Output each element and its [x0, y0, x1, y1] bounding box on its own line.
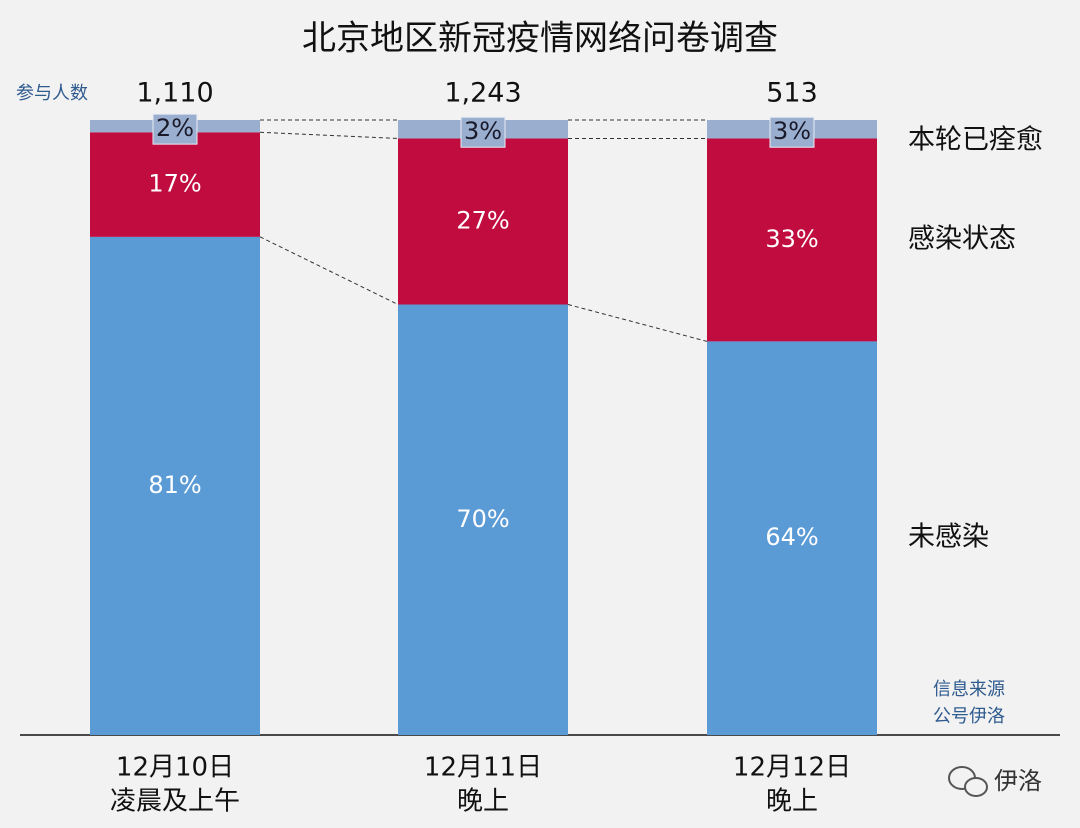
connector: [567, 304, 708, 342]
connector: [259, 131, 399, 139]
total-label: 1,243: [444, 78, 521, 109]
value-label: 64%: [765, 523, 818, 551]
total-label: 1,110: [136, 78, 213, 109]
bar-segment: [90, 236, 260, 735]
totals-label: 参与人数: [16, 83, 88, 104]
legend-label: 未感染: [908, 522, 989, 553]
value-label: 81%: [148, 471, 201, 499]
x-tick-label: 12月10日: [116, 753, 234, 783]
value-label-box: [152, 113, 198, 145]
bar-segment: [90, 132, 260, 237]
bar-segment: [398, 138, 568, 305]
value-label-box: [460, 116, 506, 148]
legend-label: 感染状态: [908, 223, 1016, 254]
value-label: 70%: [456, 505, 509, 533]
total-label: 513: [766, 78, 818, 109]
chart-title: 北京地区新冠疫情网络问卷调查: [302, 19, 778, 59]
value-label: 3%: [773, 117, 811, 145]
value-label: 2%: [156, 114, 194, 142]
legend-label: 本轮已痊愈: [908, 125, 1043, 156]
x-tick-label: 12月11日: [424, 753, 542, 783]
watermark: 伊洛: [994, 767, 1042, 795]
connector: [259, 236, 399, 305]
value-label-box: [769, 116, 815, 148]
x-tick-sublabel: 晚上: [766, 787, 818, 817]
bar-segment: [707, 341, 877, 735]
value-label: 17%: [148, 170, 201, 198]
source: 公号伊洛: [933, 706, 1005, 727]
value-label: 3%: [464, 117, 502, 145]
bar-segment: [398, 304, 568, 735]
source: 信息来源: [933, 679, 1005, 700]
bar-segment: [707, 138, 877, 342]
value-label: 33%: [765, 225, 818, 253]
x-tick-sublabel: 凌晨及上午: [110, 787, 240, 817]
x-tick-label: 12月12日: [733, 753, 851, 783]
value-label: 27%: [456, 206, 509, 234]
watermark-icon: [948, 766, 988, 797]
x-tick-sublabel: 晚上: [457, 787, 509, 817]
